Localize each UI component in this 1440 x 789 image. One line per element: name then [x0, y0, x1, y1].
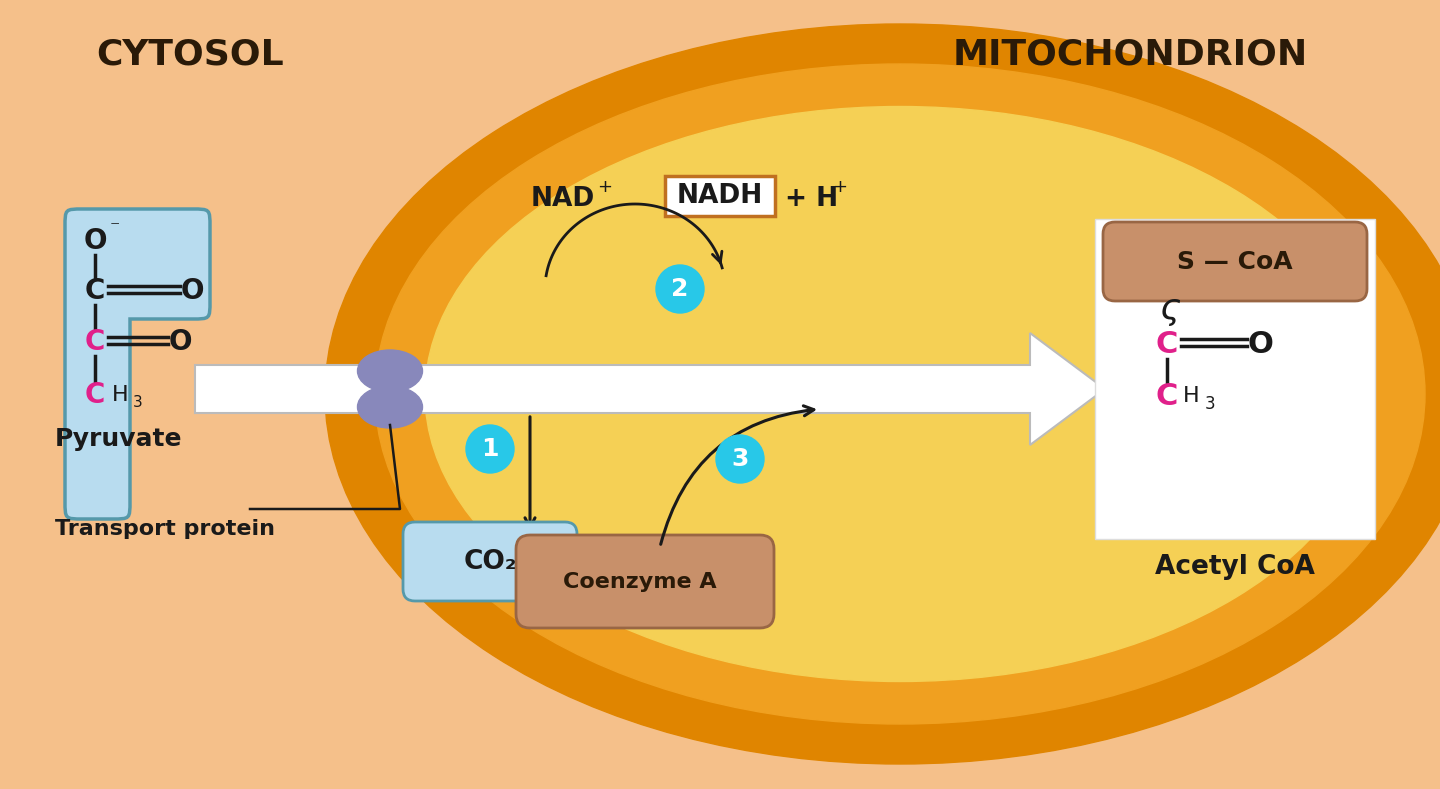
Text: NAD: NAD	[531, 186, 595, 212]
Text: CYTOSOL: CYTOSOL	[96, 37, 284, 71]
Text: C: C	[85, 328, 105, 356]
Text: ⁻: ⁻	[109, 219, 120, 237]
Bar	[1094, 219, 1375, 539]
Circle shape	[716, 435, 765, 483]
Text: 3: 3	[1205, 395, 1215, 413]
Text: C: C	[1156, 382, 1178, 410]
Text: C: C	[1156, 330, 1178, 358]
Text: +: +	[598, 178, 612, 196]
Polygon shape	[194, 333, 1104, 445]
Text: +: +	[832, 178, 847, 196]
PathPatch shape	[65, 209, 210, 519]
FancyBboxPatch shape	[403, 522, 577, 601]
Ellipse shape	[325, 24, 1440, 764]
Text: 3: 3	[132, 394, 143, 409]
Text: S — CoA: S — CoA	[1176, 250, 1293, 274]
FancyBboxPatch shape	[1103, 222, 1367, 301]
Text: Coenzyme A: Coenzyme A	[563, 572, 717, 592]
Text: O: O	[1247, 330, 1273, 358]
Text: 2: 2	[671, 277, 688, 301]
Text: O: O	[168, 328, 192, 356]
Text: MITOCHONDRION: MITOCHONDRION	[952, 37, 1308, 71]
Text: 1: 1	[481, 437, 498, 461]
Text: Acetyl CoA: Acetyl CoA	[1155, 554, 1315, 580]
Text: Transport protein: Transport protein	[55, 519, 275, 539]
Ellipse shape	[357, 350, 422, 392]
Text: Pyruvate: Pyruvate	[55, 427, 183, 451]
Ellipse shape	[357, 386, 422, 428]
Circle shape	[657, 265, 704, 313]
Text: C: C	[85, 277, 105, 305]
Bar	[665, 176, 775, 216]
Text: H: H	[112, 385, 128, 405]
Ellipse shape	[374, 64, 1426, 724]
Text: 3: 3	[732, 447, 749, 471]
Text: O: O	[84, 227, 107, 255]
Text: C: C	[85, 381, 105, 409]
Text: + H: + H	[785, 186, 838, 212]
Ellipse shape	[425, 107, 1375, 682]
Text: O: O	[180, 277, 203, 305]
Circle shape	[467, 425, 514, 473]
Text: H: H	[1184, 386, 1200, 406]
Text: ς: ς	[1159, 292, 1181, 326]
FancyBboxPatch shape	[516, 535, 775, 628]
Text: NADH: NADH	[677, 183, 763, 209]
Text: CO₂: CO₂	[464, 549, 517, 575]
